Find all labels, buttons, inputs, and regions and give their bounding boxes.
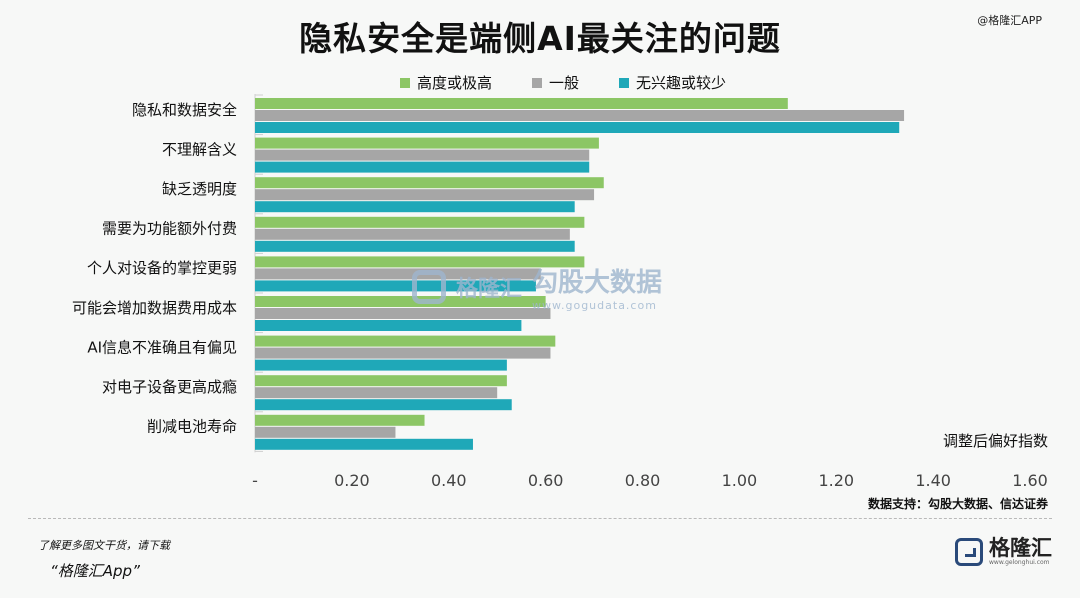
bar [255, 296, 546, 307]
legend-label-high: 高度或极高 [417, 74, 493, 92]
watermark: 格隆汇 勾股大数据 www.gogudata.com [412, 262, 662, 312]
bar [255, 161, 590, 173]
logo-name: 格隆汇 [989, 536, 1052, 560]
watermark-right: 勾股大数据 www.gogudata.com [532, 262, 662, 312]
bar [255, 110, 905, 121]
x-tick-label: 1.40 [915, 471, 951, 490]
bar [255, 387, 498, 399]
logo-text: 格隆汇 www.gelonghui.com [989, 536, 1052, 567]
bar [255, 414, 425, 426]
x-tick-label: 0.80 [625, 471, 661, 490]
logo-icon [955, 538, 983, 566]
x-tick-label: 1.60 [1012, 471, 1048, 490]
bar [255, 308, 551, 319]
category-label: 需要为功能额外付费 [102, 220, 237, 238]
chart-title: 隐私安全是端侧AI最关注的问题 [299, 19, 781, 58]
bar [255, 438, 473, 450]
legend-swatch-low [619, 77, 630, 88]
legend-swatch-medium [532, 77, 543, 88]
bar [255, 189, 595, 201]
bar [255, 201, 575, 213]
bar [255, 375, 507, 387]
footer-text: 了解更多图文干货，请下载 [38, 539, 170, 552]
bar [255, 137, 599, 149]
bar [255, 122, 900, 133]
x-tick-label: 0.20 [334, 471, 370, 490]
legend: 高度或极高 一般 无兴趣或较少 [400, 72, 726, 93]
x-tick-label: 1.20 [818, 471, 854, 490]
logo[interactable]: 格隆汇 www.gelonghui.com [955, 538, 1052, 566]
x-tick-label: - [252, 471, 258, 490]
bar [255, 256, 585, 268]
category-label: 可能会增加数据费用成本 [72, 299, 237, 317]
category-label: AI信息不准确且有偏见 [87, 338, 237, 356]
bar [255, 347, 551, 359]
bar [255, 177, 604, 189]
category-label: 削减电池寿命 [147, 418, 237, 436]
x-tick-label: 1.00 [722, 471, 758, 490]
category-label: 隐私和数据安全 [132, 101, 237, 119]
watermark-name: 格隆汇 [456, 277, 523, 302]
bar [255, 240, 575, 252]
watermark-url: www.gogudata.com [532, 299, 657, 312]
category-label: 对电子设备更高成瘾 [102, 378, 237, 396]
legend-label-low: 无兴趣或较少 [636, 74, 727, 92]
bar [255, 399, 512, 411]
x-tick-label: 0.60 [528, 471, 564, 490]
bar [255, 149, 590, 161]
category-label: 缺乏透明度 [162, 180, 237, 198]
category-label: 不理解含义 [162, 140, 237, 158]
bar [255, 216, 585, 228]
legend-item-medium: 一般 [532, 72, 579, 93]
bar [255, 335, 556, 347]
watermark-cn: 勾股大数据 [532, 268, 663, 298]
legend-item-low: 无兴趣或较少 [619, 72, 726, 93]
bar [255, 268, 541, 280]
divider [28, 518, 1052, 519]
bar [255, 359, 507, 371]
bar [255, 426, 396, 438]
axis-label: 调整后偏好指数 [942, 432, 1048, 450]
x-tick-label: 0.40 [431, 471, 467, 490]
legend-item-high: 高度或极高 [400, 72, 492, 93]
logo-url: www.gelonghui.com [989, 559, 1050, 566]
bar [255, 320, 522, 331]
source-note: 数据支持：勾股大数据、信达证券 [867, 497, 1048, 511]
footer-app-name: “格隆汇App” [50, 562, 140, 580]
bar [255, 228, 570, 240]
category-label: 个人对设备的掌控更弱 [87, 259, 237, 277]
watermark-logo-icon [412, 270, 446, 304]
brand-tag: @格隆汇APP [977, 14, 1042, 27]
legend-label-medium: 一般 [549, 74, 580, 92]
legend-swatch-high [400, 77, 410, 88]
bar [255, 98, 788, 109]
bar [255, 280, 536, 292]
